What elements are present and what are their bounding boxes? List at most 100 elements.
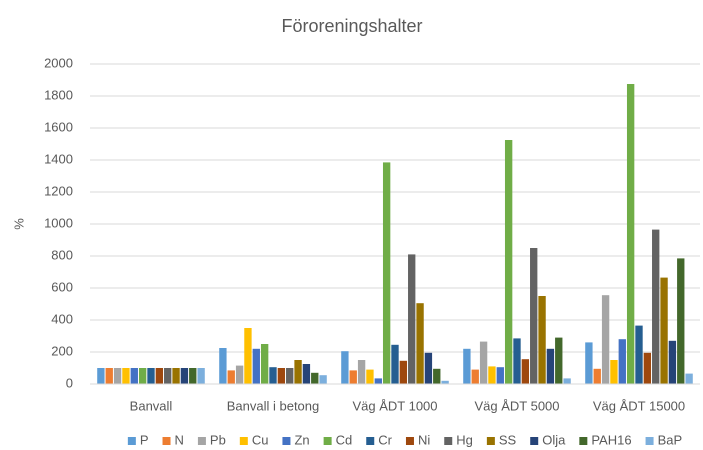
legend-label: SS <box>499 432 517 447</box>
bar <box>652 229 660 384</box>
bar <box>530 248 538 384</box>
y-tick-label: 600 <box>51 279 73 294</box>
bar <box>122 368 130 384</box>
x-tick-label: Väg ÅDT 15000 <box>593 398 685 413</box>
y-tick-label: 200 <box>51 343 73 358</box>
bar <box>138 368 147 384</box>
bar <box>197 368 205 384</box>
bar <box>277 368 286 384</box>
bar <box>130 368 138 384</box>
bar <box>147 368 155 384</box>
bar <box>408 254 416 384</box>
legend-label: Cd <box>336 432 353 447</box>
y-tick-label: 1200 <box>44 183 73 198</box>
legend-label: N <box>175 432 184 447</box>
chart-title: Föroreningshalter <box>281 16 422 36</box>
bar <box>555 337 563 384</box>
bar <box>252 348 260 384</box>
bar <box>585 342 593 384</box>
bar <box>463 348 471 384</box>
bar <box>685 373 693 384</box>
bar <box>113 368 122 384</box>
y-tick-label: 800 <box>51 247 73 262</box>
bar <box>219 348 227 384</box>
bar <box>626 84 635 384</box>
bar <box>504 140 513 384</box>
legend-swatch <box>366 437 375 445</box>
legend-label: PAH16 <box>591 432 631 447</box>
bar <box>496 367 504 384</box>
legend-swatch <box>530 437 539 445</box>
bar <box>479 341 488 384</box>
bar <box>635 325 643 384</box>
bar <box>244 328 252 384</box>
bar <box>227 370 235 384</box>
bar <box>399 360 408 384</box>
bar <box>563 378 571 384</box>
bar <box>391 344 399 384</box>
legend-label: Olja <box>542 432 566 447</box>
bar <box>538 296 546 384</box>
y-tick-label: 0 <box>66 375 73 390</box>
bar <box>643 352 652 384</box>
legend-swatch <box>323 437 332 445</box>
bar <box>269 367 277 384</box>
legend-label: Cr <box>378 432 392 447</box>
y-tick-label: 1600 <box>44 119 73 134</box>
bar <box>302 364 311 384</box>
bar <box>610 360 618 384</box>
legend-swatch <box>579 437 588 445</box>
bar <box>319 375 327 384</box>
bar <box>180 368 189 384</box>
legend-swatch <box>127 437 136 445</box>
legend-swatch <box>162 437 171 445</box>
legend-label: Pb <box>210 432 226 447</box>
legend-swatch <box>197 437 206 445</box>
bar <box>513 338 521 384</box>
bar <box>601 295 610 384</box>
bar <box>593 368 601 384</box>
bar <box>105 368 113 384</box>
y-axis-label: % <box>11 218 26 230</box>
bar <box>433 368 441 384</box>
y-tick-label: 400 <box>51 311 73 326</box>
x-tick-label: Väg ÅDT 1000 <box>352 398 437 413</box>
legend-swatch <box>282 437 291 445</box>
legend-swatch <box>444 437 453 445</box>
legend: P N Pb Cu Zn Cd Cr Ni Hg SS Olja PAH16 BaP <box>127 432 683 447</box>
bar <box>155 368 164 384</box>
bar <box>471 369 479 384</box>
bar <box>366 369 374 384</box>
bar <box>260 344 269 384</box>
bar <box>441 380 449 384</box>
bar <box>235 365 244 384</box>
bar <box>382 162 391 384</box>
x-tick-label: Banvall i betong <box>227 398 320 413</box>
legend-label: Zn <box>294 432 309 447</box>
x-tick-label: Väg ÅDT 5000 <box>474 398 559 413</box>
bar <box>521 359 530 384</box>
legend-label: Ni <box>418 432 430 447</box>
bar <box>164 368 172 384</box>
x-tick-label: Banvall <box>130 398 173 413</box>
y-tick-label: 1800 <box>44 87 73 102</box>
bar <box>618 339 626 384</box>
y-tick-label: 2000 <box>44 55 73 70</box>
legend-label: Hg <box>456 432 473 447</box>
y-tick-label: 1400 <box>44 151 73 166</box>
legend-swatch <box>645 437 654 445</box>
legend-swatch <box>239 437 248 445</box>
bar <box>189 368 197 384</box>
legend-label: BaP <box>658 432 683 447</box>
bar <box>294 360 302 384</box>
bar <box>341 351 349 384</box>
bar <box>677 258 685 384</box>
bar <box>660 277 668 384</box>
bar <box>349 370 357 384</box>
bar <box>97 368 105 384</box>
bar <box>357 360 366 384</box>
bar <box>488 366 496 384</box>
bar <box>374 378 382 384</box>
bar <box>416 303 424 384</box>
